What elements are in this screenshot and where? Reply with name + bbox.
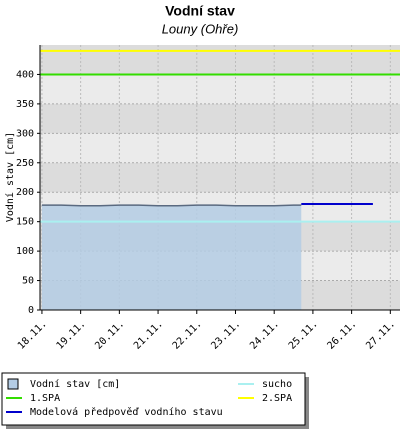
chart-subtitle: Louny (Ohře): [162, 21, 239, 36]
y-tick-label: 0: [28, 305, 34, 316]
grid-band: [40, 162, 400, 193]
y-tick-label: 150: [16, 217, 34, 228]
x-tick-label: 21.11.: [132, 318, 165, 351]
grid-band: [40, 45, 400, 75]
chart-title: Vodní stav: [165, 3, 235, 19]
x-tick-label: 24.11.: [248, 318, 281, 351]
x-tick-label: 22.11.: [171, 318, 204, 351]
grid-band: [40, 103, 400, 134]
y-tick-label: 100: [16, 246, 34, 257]
legend-box: [1, 372, 306, 426]
x-tick-label: 19.11.: [55, 318, 88, 351]
x-tick-label: 18.11.: [16, 318, 49, 351]
y-axis-label: Vodní stav [cm]: [4, 132, 16, 222]
y-tick-label: 400: [16, 69, 34, 80]
y-tick-label: 300: [16, 128, 34, 139]
legend-label: sucho: [262, 379, 292, 390]
y-tick-label: 350: [16, 99, 34, 110]
legend-label: Vodní stav [cm]: [30, 378, 120, 390]
y-tick-label: 250: [16, 158, 34, 169]
area: [41, 205, 302, 310]
x-tick-label: 20.11.: [93, 318, 126, 351]
x-tick-label: 26.11.: [326, 318, 359, 351]
y-tick-label: 200: [16, 187, 34, 198]
y-tick-label: 50: [22, 276, 34, 287]
line: [41, 204, 302, 207]
legend-swatch: [7, 378, 19, 390]
x-tick-label: 25.11.: [287, 318, 320, 351]
x-tick-label: 27.11.: [364, 318, 397, 351]
x-tick-label: 23.11.: [209, 318, 242, 351]
legend-label: 2.SPA: [262, 393, 292, 404]
grid-band: [40, 133, 400, 163]
legend-label: Modelová předpověď vodního stavu: [30, 406, 223, 418]
legend-label: 1.SPA: [30, 393, 60, 404]
grid-band: [40, 74, 400, 104]
